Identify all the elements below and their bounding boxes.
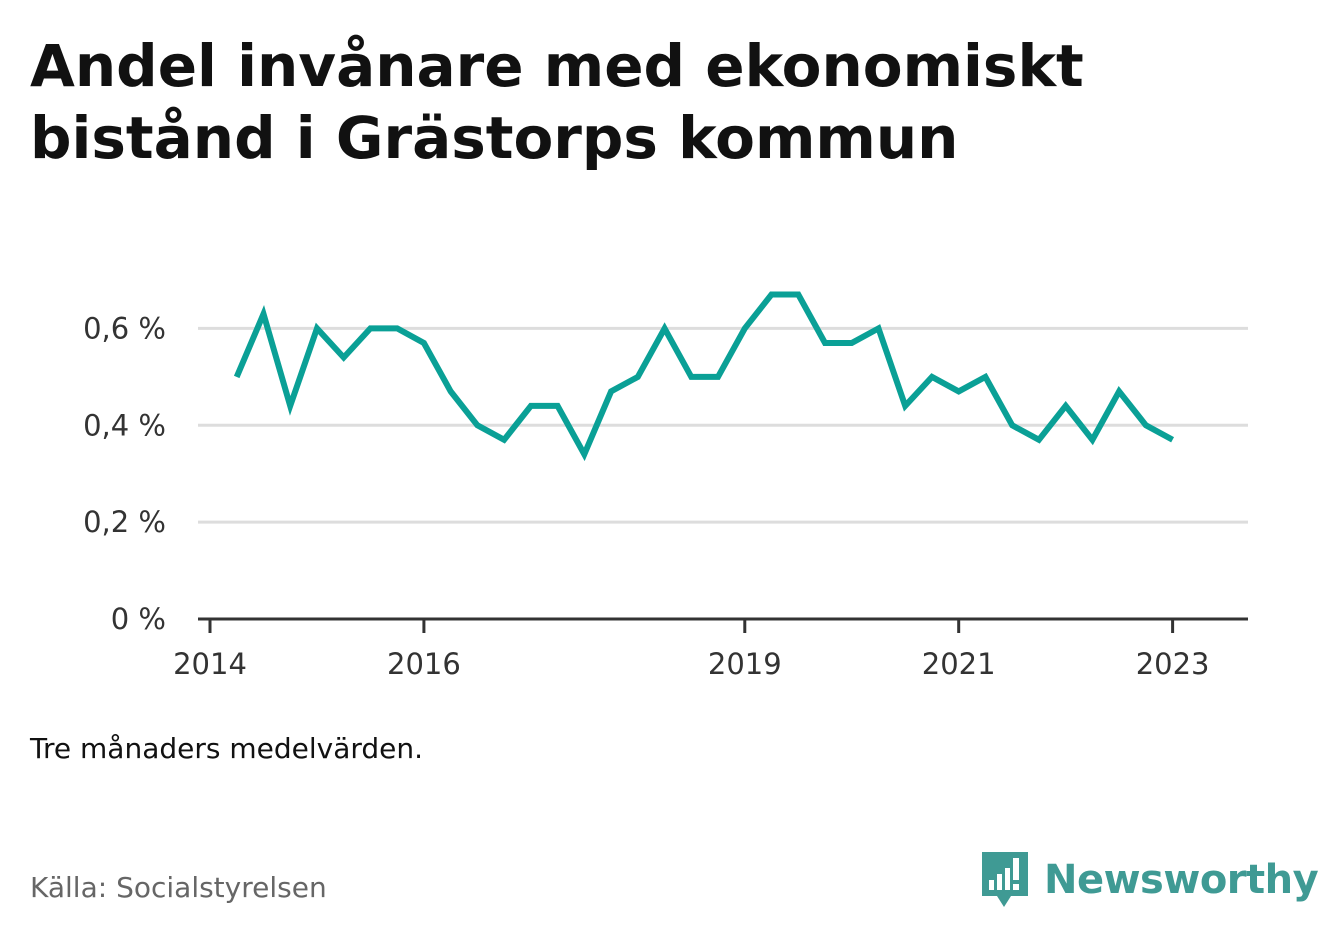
newsworthy-logo-icon <box>982 852 1028 907</box>
y-tick-label-0: 0 % <box>111 602 166 636</box>
x-tick-label-2: 2019 <box>708 647 782 681</box>
chart-note: Tre månaders medelvärden. <box>30 732 424 765</box>
y-tick-label-2: 0,4 % <box>83 408 166 442</box>
line-chart: 0 % 0,2 % 0,4 % 0,6 % 2014 2016 2019 2021 2023 <box>83 291 1248 681</box>
x-axis: 2014 2016 2019 2021 2023 <box>173 617 1248 681</box>
y-axis-tick-labels: 0 % 0,2 % 0,4 % 0,6 % <box>83 311 166 636</box>
data-series <box>233 291 1175 462</box>
y-tick-label-3: 0,6 % <box>83 311 166 345</box>
x-tick-label-1: 2016 <box>387 647 461 681</box>
chart-title: Andel invånare med ekonomiskt bistånd i … <box>30 32 1084 172</box>
x-tick-label-0: 2014 <box>173 647 247 681</box>
y-tick-label-1: 0,2 % <box>83 505 166 539</box>
gridlines <box>198 326 1248 524</box>
x-tick-label-3: 2021 <box>922 647 996 681</box>
series-line-0 <box>233 291 1175 462</box>
x-tick-label-4: 2023 <box>1136 647 1210 681</box>
source-credit: Källa: Socialstyrelsen <box>30 871 327 904</box>
brand-logo: Newsworthy <box>980 850 1319 910</box>
brand-name: Newsworthy <box>1044 857 1319 903</box>
